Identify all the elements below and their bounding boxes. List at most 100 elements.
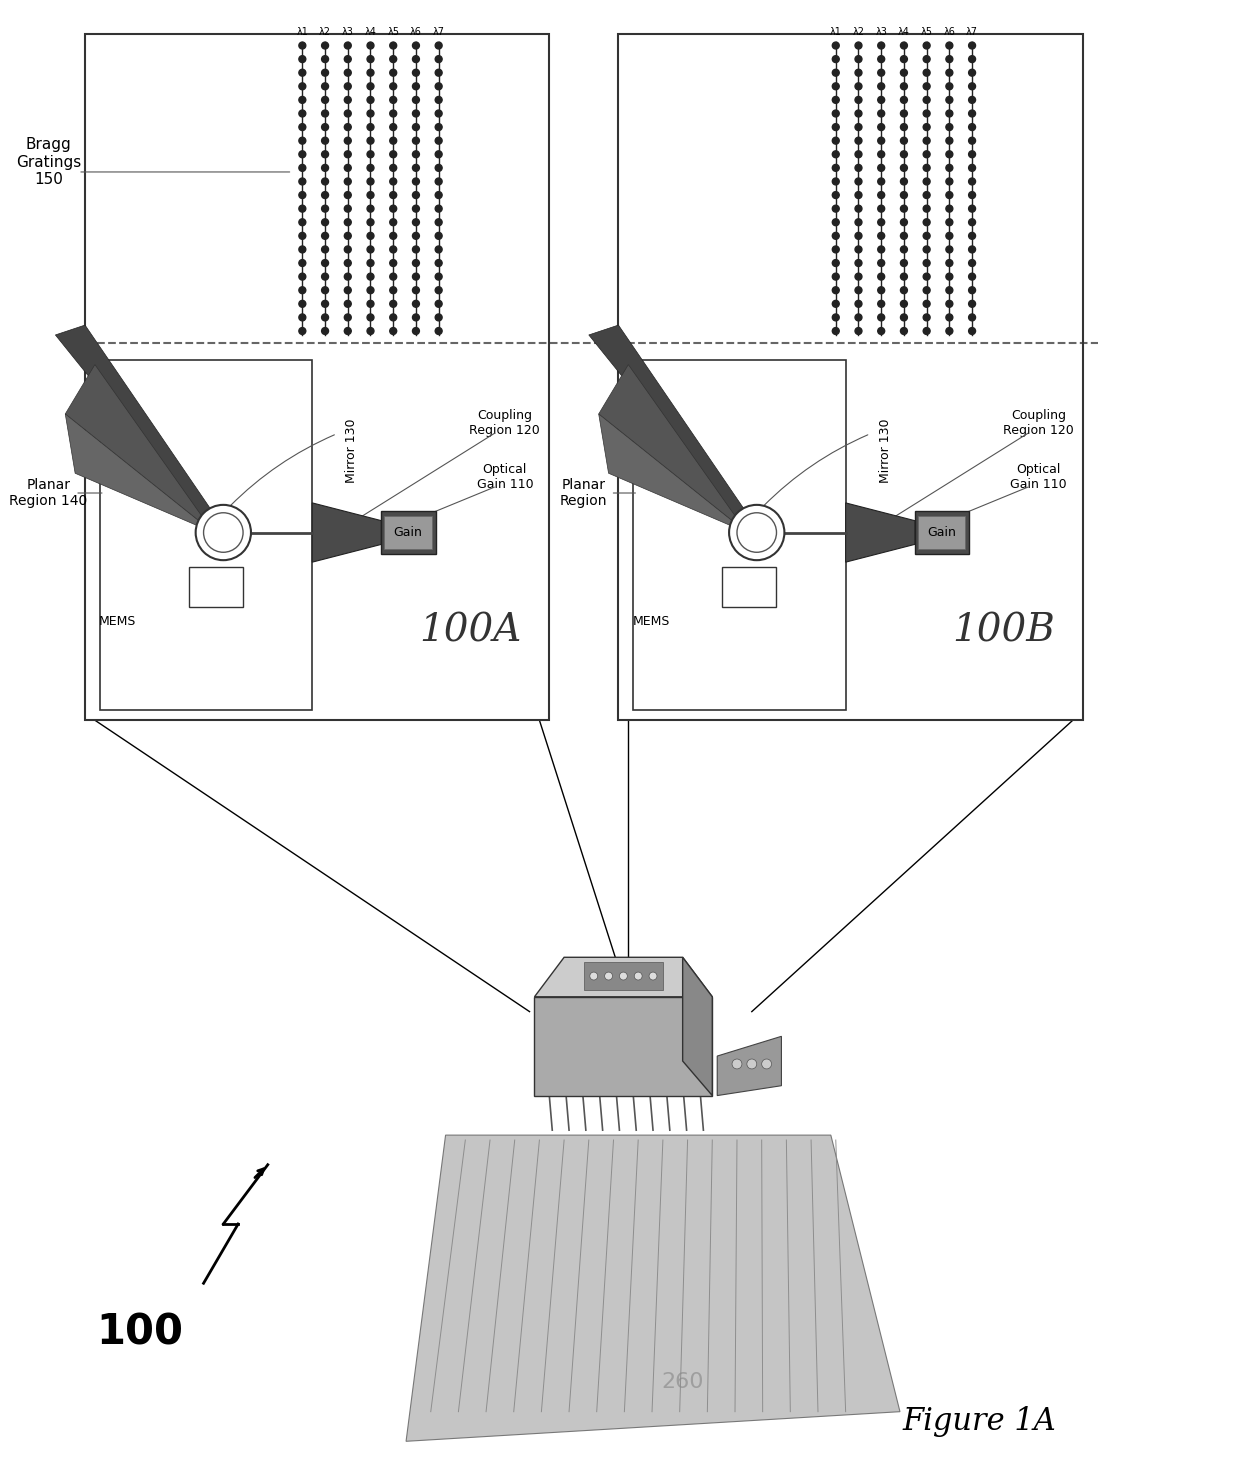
Circle shape — [856, 314, 862, 321]
Circle shape — [413, 218, 419, 226]
Circle shape — [968, 150, 976, 158]
Circle shape — [968, 259, 976, 267]
Text: λ3: λ3 — [875, 27, 887, 37]
Circle shape — [435, 246, 443, 254]
Circle shape — [946, 301, 952, 307]
Circle shape — [367, 218, 374, 226]
Polygon shape — [66, 414, 213, 532]
Polygon shape — [589, 326, 756, 538]
Polygon shape — [599, 414, 746, 532]
Circle shape — [367, 69, 374, 77]
Circle shape — [968, 56, 976, 62]
Circle shape — [968, 137, 976, 144]
Circle shape — [832, 246, 839, 254]
Text: λ2: λ2 — [852, 27, 864, 37]
Circle shape — [321, 327, 329, 335]
Circle shape — [299, 192, 306, 199]
Circle shape — [299, 273, 306, 280]
Circle shape — [924, 165, 930, 171]
Polygon shape — [717, 1036, 781, 1095]
Text: λ7: λ7 — [433, 27, 445, 37]
Circle shape — [924, 111, 930, 116]
Circle shape — [900, 301, 908, 307]
Polygon shape — [534, 996, 712, 1095]
Circle shape — [946, 165, 952, 171]
Circle shape — [435, 178, 443, 184]
Circle shape — [435, 69, 443, 77]
Text: λ5: λ5 — [387, 27, 399, 37]
Text: λ6: λ6 — [944, 27, 955, 37]
Circle shape — [413, 124, 419, 131]
Circle shape — [389, 150, 397, 158]
Circle shape — [345, 327, 351, 335]
Circle shape — [413, 314, 419, 321]
Circle shape — [299, 69, 306, 77]
Circle shape — [878, 259, 884, 267]
Circle shape — [968, 246, 976, 254]
Circle shape — [367, 56, 374, 62]
Circle shape — [435, 56, 443, 62]
Bar — [584, 963, 663, 991]
Circle shape — [389, 96, 397, 103]
Circle shape — [856, 124, 862, 131]
Circle shape — [321, 96, 329, 103]
Circle shape — [832, 259, 839, 267]
Text: Mirror 130: Mirror 130 — [879, 419, 892, 483]
Polygon shape — [683, 957, 712, 1095]
Circle shape — [413, 178, 419, 184]
Circle shape — [435, 150, 443, 158]
Circle shape — [900, 314, 908, 321]
Circle shape — [832, 150, 839, 158]
Circle shape — [321, 150, 329, 158]
Text: 100B: 100B — [952, 613, 1055, 650]
Circle shape — [196, 506, 250, 560]
Circle shape — [924, 150, 930, 158]
Circle shape — [856, 56, 862, 62]
Circle shape — [299, 83, 306, 90]
Circle shape — [924, 192, 930, 199]
Circle shape — [878, 124, 884, 131]
Circle shape — [946, 56, 952, 62]
Bar — [634, 360, 846, 710]
Circle shape — [299, 124, 306, 131]
Circle shape — [435, 96, 443, 103]
Circle shape — [389, 301, 397, 307]
Circle shape — [299, 205, 306, 212]
Circle shape — [856, 83, 862, 90]
Circle shape — [299, 96, 306, 103]
Circle shape — [832, 96, 839, 103]
Circle shape — [946, 205, 952, 212]
Circle shape — [946, 218, 952, 226]
Circle shape — [968, 192, 976, 199]
Circle shape — [832, 192, 839, 199]
Circle shape — [299, 150, 306, 158]
Circle shape — [435, 287, 443, 293]
Text: Coupling
Region 120: Coupling Region 120 — [1003, 410, 1074, 438]
Circle shape — [900, 43, 908, 49]
Circle shape — [299, 327, 306, 335]
Circle shape — [321, 83, 329, 90]
Circle shape — [367, 205, 374, 212]
Circle shape — [968, 83, 976, 90]
Circle shape — [878, 327, 884, 335]
Circle shape — [856, 287, 862, 293]
Circle shape — [878, 137, 884, 144]
Circle shape — [367, 124, 374, 131]
Circle shape — [413, 287, 419, 293]
Circle shape — [878, 43, 884, 49]
Circle shape — [389, 111, 397, 116]
Circle shape — [832, 124, 839, 131]
Circle shape — [345, 137, 351, 144]
Text: Optical
Gain 110: Optical Gain 110 — [476, 463, 533, 491]
Circle shape — [649, 971, 657, 980]
Circle shape — [946, 327, 952, 335]
Circle shape — [389, 69, 397, 77]
Circle shape — [367, 314, 374, 321]
Circle shape — [321, 218, 329, 226]
Circle shape — [389, 124, 397, 131]
Circle shape — [345, 96, 351, 103]
Circle shape — [413, 56, 419, 62]
Circle shape — [413, 111, 419, 116]
Circle shape — [946, 314, 952, 321]
Circle shape — [924, 259, 930, 267]
